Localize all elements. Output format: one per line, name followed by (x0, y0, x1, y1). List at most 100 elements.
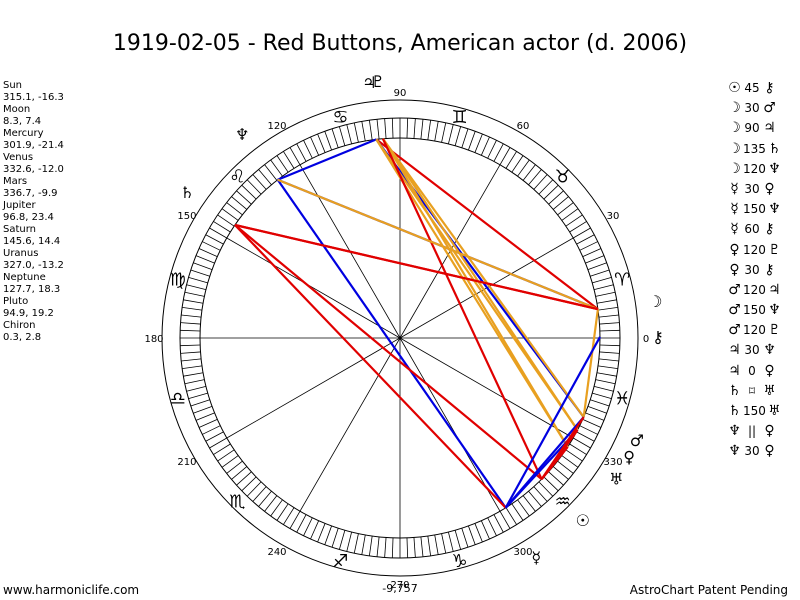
degree-tick (183, 372, 204, 377)
degree-tick (573, 227, 591, 239)
degree-tick (205, 431, 224, 442)
degree-tick (573, 437, 591, 449)
jupiter-icon: ♃ (768, 281, 781, 298)
degree-tick (598, 358, 619, 362)
planet-name: Sun (3, 80, 23, 91)
chiron-icon: ⚷ (652, 328, 664, 347)
degree-tick (324, 525, 332, 545)
page-title: 1919-02-05 - Red Buttons, American actor… (112, 31, 688, 56)
aspect-angle: 60 (744, 222, 760, 237)
aspect-row: ☽ 120 ♆ (726, 159, 800, 179)
planet-name: Pluto (3, 296, 29, 307)
degree-tick (406, 537, 409, 558)
aspect-line-jupiter-neptune (277, 138, 377, 181)
degree-tick (480, 136, 490, 156)
aspect-row: ☽ 135 ♄ (726, 139, 800, 159)
degree-tick (198, 418, 218, 428)
degree-tick (533, 174, 548, 190)
degree-tick (587, 262, 607, 270)
jupiter-icon: ♃ (362, 73, 376, 92)
uranus-icon: ♅ (609, 470, 623, 489)
aspect-line-sun-mars (540, 416, 585, 480)
planet-entry-chiron: Chiron 0.3, 2.8 (3, 320, 98, 344)
venus-icon: ♀ (764, 443, 775, 460)
degree-tick (599, 322, 620, 325)
mars-icon: ♂ (728, 322, 741, 339)
aquarius-icon: ♒ (555, 492, 571, 513)
degree-label: 60 (517, 121, 530, 132)
aspect-row: ☉ 45 ⚷ (726, 78, 800, 98)
aspect-angle: 30 (744, 343, 760, 358)
planet-coords: 301.9, -21.4 (3, 140, 64, 151)
degree-tick (598, 314, 619, 318)
degree-tick (427, 535, 432, 556)
degree-tick (276, 155, 289, 173)
aspect-line-saturn-moon (234, 223, 599, 311)
degree-tick (346, 124, 353, 145)
aspect-angle: 0 (748, 363, 756, 378)
degree-tick (181, 314, 202, 318)
degree-tick (505, 151, 517, 169)
degree-tick (590, 399, 610, 407)
planet-name: Neptune (3, 272, 46, 283)
degree-tick (217, 449, 235, 462)
degree-tick (493, 514, 504, 533)
degree-tick (252, 486, 267, 502)
aspect-angle: 120 (743, 282, 766, 297)
degree-tick (391, 118, 394, 139)
degree-tick (441, 122, 447, 143)
planet-entry-pluto: Pluto 94.9, 19.2 (3, 296, 98, 320)
aspect-angle: ⌑ (748, 383, 756, 398)
planet-entry-mars: Mars 336.7, -9.9 (3, 176, 98, 200)
aspect-angle: 120 (743, 161, 766, 176)
degree-label: 120 (267, 121, 286, 132)
pluto-icon: ♇ (768, 322, 781, 339)
degree-tick (427, 120, 432, 141)
planet-coords: 94.9, 19.2 (3, 308, 54, 319)
website-link[interactable]: www.harmoniclife.com (3, 583, 140, 597)
chiron-icon: ⚷ (764, 80, 775, 96)
degree-tick (517, 159, 530, 177)
degree-tick (420, 536, 424, 557)
degree-tick (587, 406, 607, 414)
degree-tick (590, 269, 610, 277)
wheel-base: 9060300330300270240210180150120♈♉♊♋♌♍♎♏♐… (144, 88, 649, 595)
aries-icon: ♈ (614, 269, 630, 290)
degree-tick (180, 344, 201, 347)
degree-tick (180, 322, 201, 325)
aspect-row: ☿ 60 ⚷ (726, 219, 800, 239)
jupiter-icon: ♃ (763, 120, 776, 137)
degree-tick (270, 499, 283, 517)
degree-tick (331, 128, 339, 148)
mercury-icon: ☿ (730, 221, 739, 238)
degree-tick (576, 431, 595, 442)
pluto-icon: ♇ (371, 72, 385, 91)
degree-tick (188, 392, 208, 400)
aspect-line-pluto-sun (381, 138, 543, 480)
degree-tick (599, 344, 620, 347)
degree-tick (183, 299, 204, 304)
degree-tick (533, 486, 548, 502)
planet-coords: 315.1, -16.3 (3, 92, 64, 103)
aspect-angle: 45 (744, 81, 760, 95)
degree-tick (461, 528, 469, 548)
degree-tick (543, 184, 559, 200)
planet-name: Saturn (3, 224, 37, 235)
degree-tick (198, 248, 218, 258)
degree-tick (474, 133, 483, 153)
degree-tick (346, 531, 353, 552)
degree-tick (413, 537, 416, 558)
aspect-angle: 30 (744, 262, 760, 277)
degree-tick (368, 535, 373, 556)
aspect-angle: 150 (743, 404, 766, 418)
degree-tick (561, 455, 579, 468)
degree-label: 330 (603, 457, 622, 468)
venus-icon: ♀ (764, 362, 775, 379)
degree-tick (376, 119, 380, 140)
jupiter-icon: ♃ (728, 342, 741, 359)
neptune-icon: ♆ (768, 160, 781, 177)
sun-icon: ☉ (576, 511, 590, 530)
planet-name: Uranus (3, 248, 39, 259)
degree-tick (252, 174, 267, 190)
house-spoke (226, 337, 401, 439)
